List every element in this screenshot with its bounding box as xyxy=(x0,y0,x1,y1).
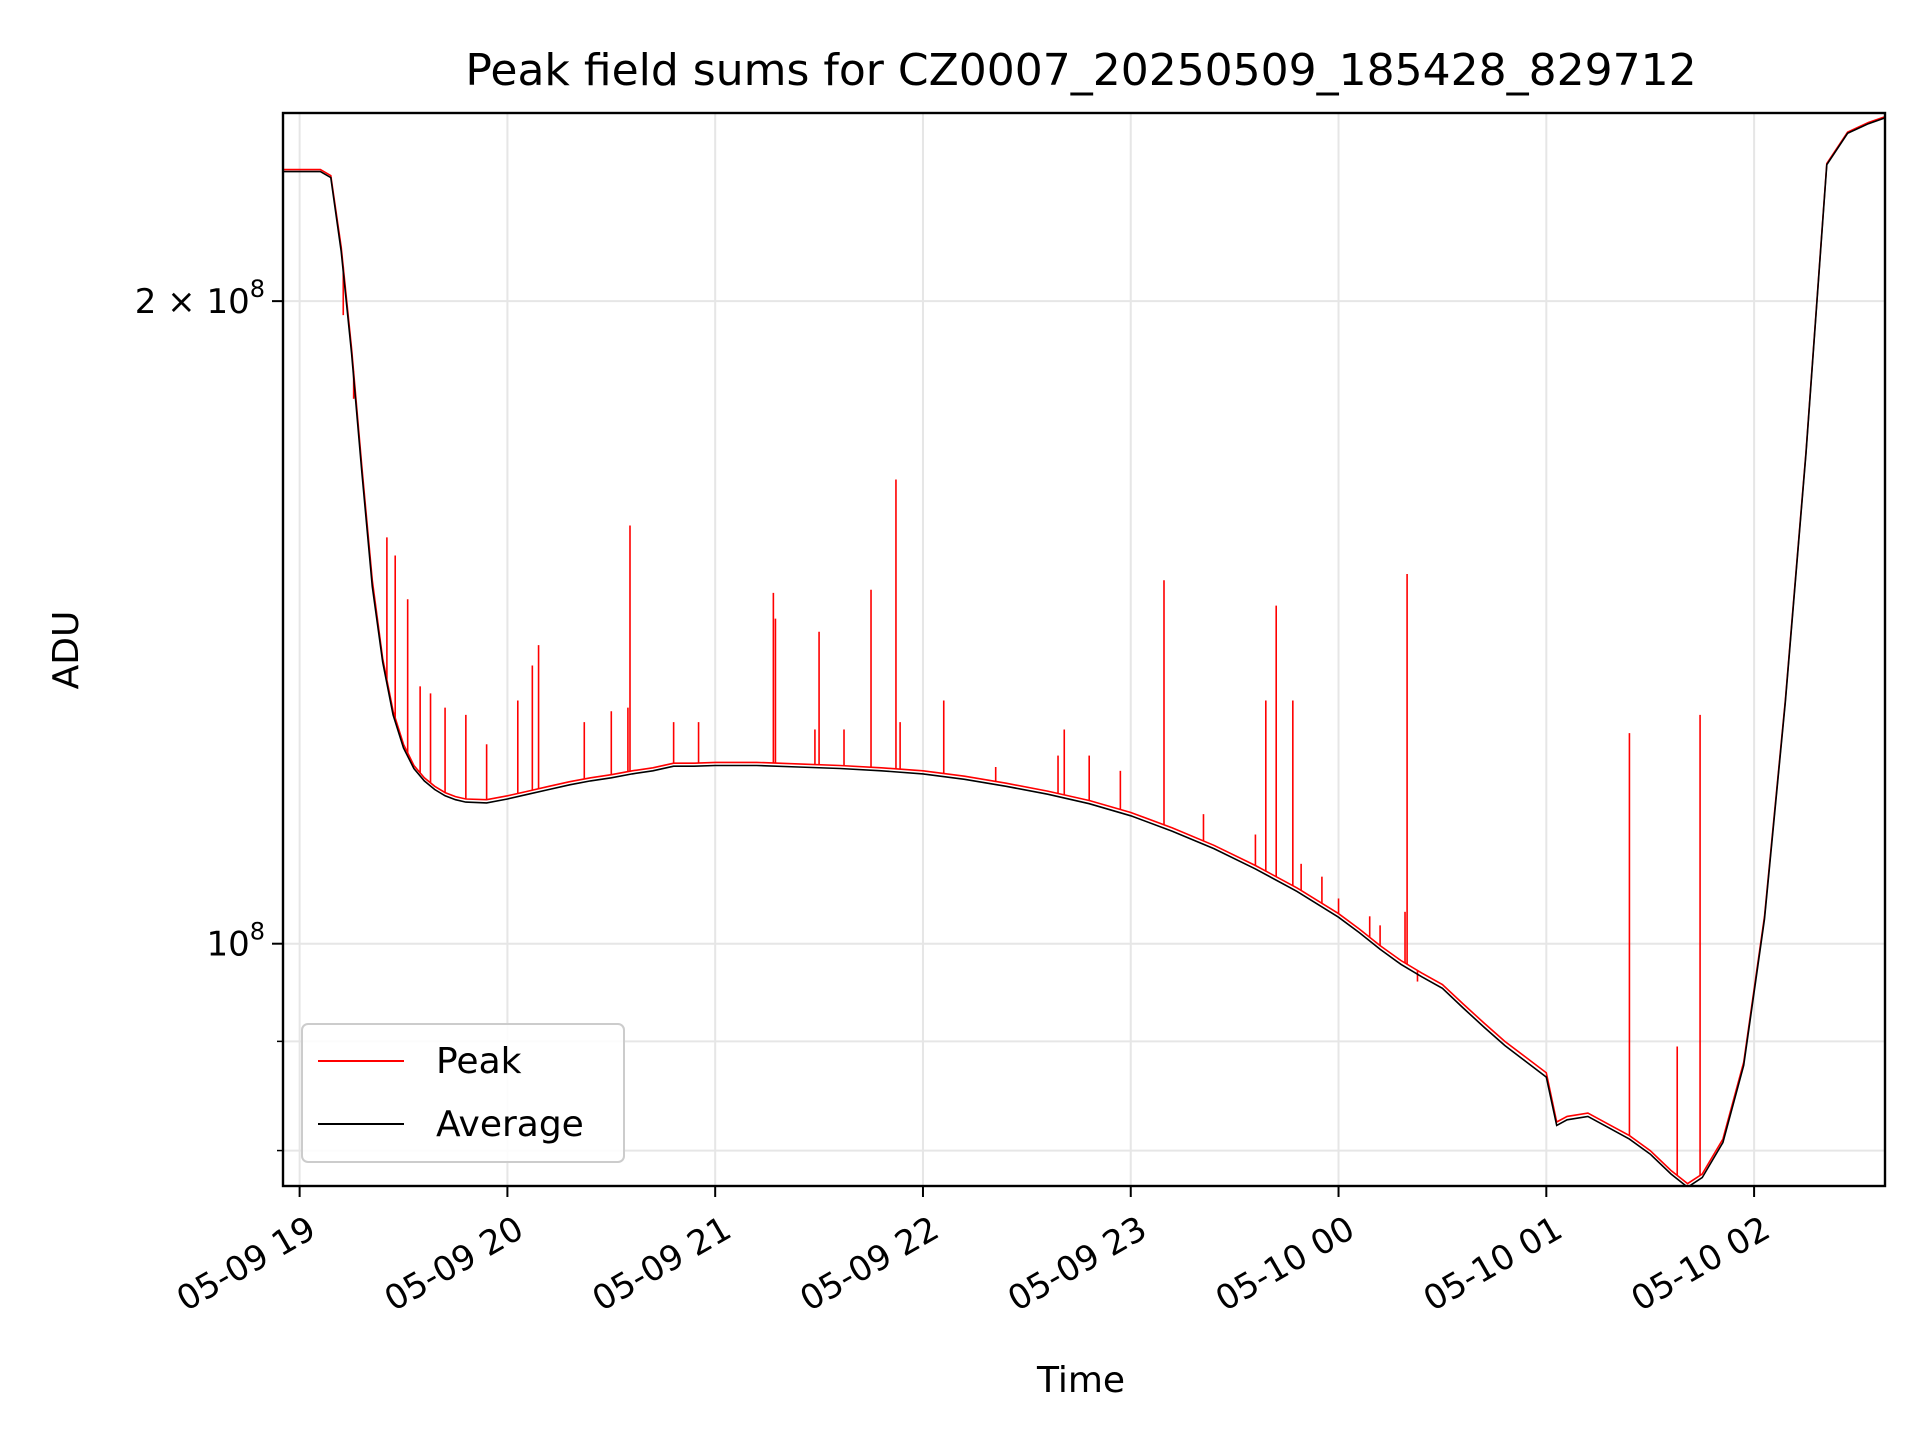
peak-field-chart: Peak field sums for CZ0007_20250509_1854… xyxy=(0,0,1920,1440)
legend: Peak Average xyxy=(302,1024,624,1162)
y-axis-label: ADU xyxy=(46,611,87,690)
y-tick-label: 2 × 108 xyxy=(135,275,265,322)
legend-label-peak: Peak xyxy=(436,1041,522,1082)
legend-label-average: Average xyxy=(436,1104,584,1145)
chart-title: Peak field sums for CZ0007_20250509_1854… xyxy=(465,45,1696,96)
x-axis-label: Time xyxy=(1036,1360,1125,1401)
